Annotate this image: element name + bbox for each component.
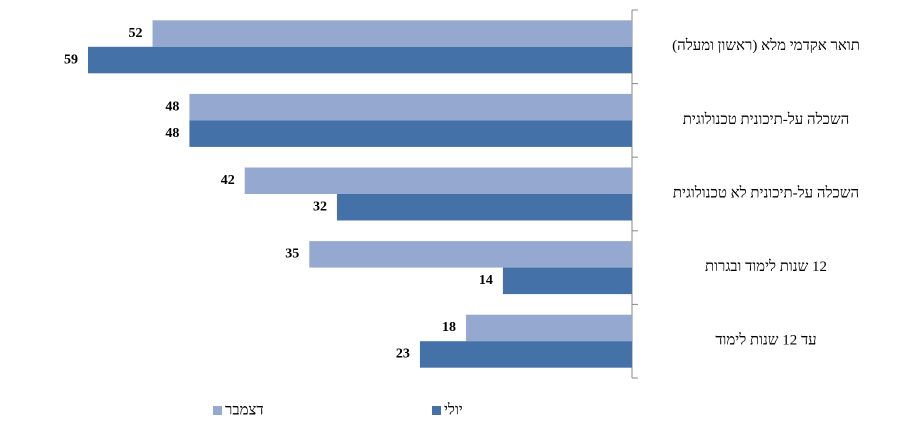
value-label: 23 [396,347,410,362]
value-label: 52 [129,26,143,41]
bar [309,241,632,268]
legend-swatch [432,406,441,415]
bar [419,341,632,368]
bar [88,46,632,74]
value-label: 35 [285,247,299,262]
category-label: עד 12 שנות לימוד [715,332,816,349]
category-label: תואר אקדמי מלא (ראשון ומעלה) [672,37,860,54]
value-label: 48 [165,126,179,141]
bar [502,267,632,295]
value-label: 59 [64,52,78,67]
legend-label: יולי [444,401,463,418]
bar [336,194,632,221]
bar [466,314,632,342]
category-label: השכלה על-תיכונית טכנולוגית [683,111,849,128]
bar [189,93,633,121]
value-label: 42 [221,173,235,188]
value-label: 32 [313,199,327,214]
legend-swatch [213,406,222,415]
category-label: השכלה על-תיכונית לא טכנולוגית [673,184,859,201]
legend-label: דצמבר [225,402,264,418]
value-label: 14 [479,273,493,288]
category-label: 12 שנות לימוד ובגרות [705,258,827,275]
value-label: 18 [442,320,456,335]
value-label: 48 [165,99,179,114]
bar [189,120,633,147]
bar [244,167,632,194]
bar [152,20,633,47]
